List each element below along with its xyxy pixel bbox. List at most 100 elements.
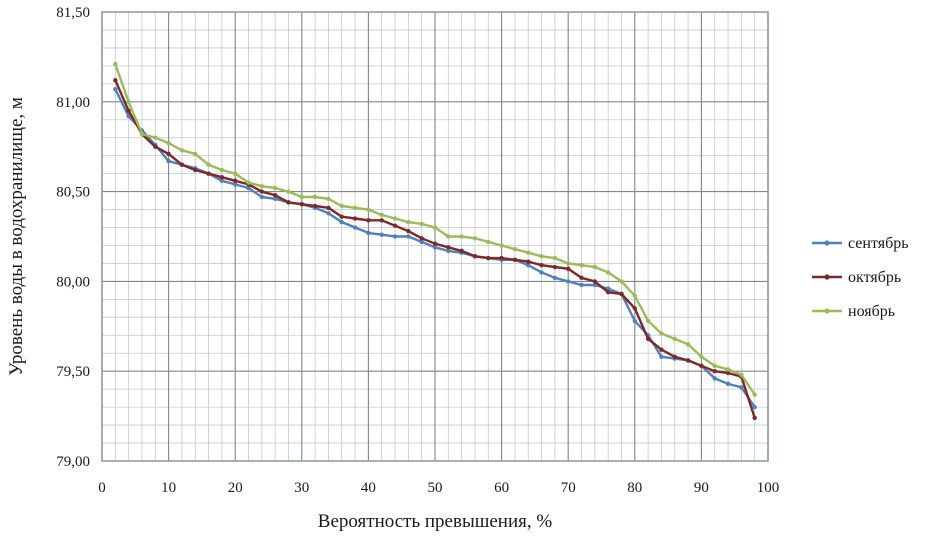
data-point <box>579 282 584 288</box>
data-point <box>605 270 611 275</box>
data-point <box>672 336 677 342</box>
data-point <box>419 236 424 241</box>
data-point <box>233 178 238 184</box>
data-point <box>752 415 757 421</box>
data-point <box>539 270 544 275</box>
data-point <box>539 254 544 259</box>
data-point <box>179 162 185 167</box>
data-point <box>685 342 691 347</box>
data-point <box>326 196 331 201</box>
data-point <box>272 185 278 191</box>
data-point <box>619 291 624 297</box>
x-tick-label: 40 <box>361 480 376 496</box>
data-point <box>246 185 251 191</box>
data-point <box>672 354 677 360</box>
x-axis: 0 10 20 30 40 50 60 70 80 90 100 <box>98 480 779 496</box>
data-point <box>552 264 558 270</box>
data-point <box>739 385 744 390</box>
y-tick-label: 79,50 <box>56 364 90 380</box>
data-point <box>286 200 291 205</box>
data-point <box>566 266 571 272</box>
legend-label: сентябрь <box>848 235 909 252</box>
x-tick-label: 80 <box>627 480 642 496</box>
x-tick-label: 90 <box>694 480 709 496</box>
data-point <box>312 203 318 209</box>
data-point <box>206 171 211 176</box>
data-point <box>352 205 358 210</box>
x-tick-label: 100 <box>757 480 780 496</box>
x-tick-label: 70 <box>561 480 576 496</box>
data-point <box>712 369 717 374</box>
data-point <box>392 234 398 239</box>
data-point <box>193 167 198 173</box>
legend-swatch-marker <box>824 240 830 246</box>
data-point <box>645 336 651 342</box>
data-point <box>153 144 158 149</box>
data-point <box>179 148 185 153</box>
data-point <box>113 61 118 67</box>
data-point <box>699 354 704 360</box>
data-point <box>419 221 424 227</box>
data-point <box>446 234 451 239</box>
data-point <box>219 178 225 184</box>
data-point <box>286 189 291 194</box>
y-tick-label: 80,00 <box>56 274 90 290</box>
plot-area-border <box>101 11 769 462</box>
data-point <box>166 158 171 164</box>
legend-item: ноябрь <box>812 303 895 320</box>
data-point <box>472 236 478 241</box>
data-point <box>526 259 531 264</box>
data-point <box>366 207 371 212</box>
data-point <box>539 263 544 268</box>
data-point <box>339 219 344 225</box>
data-point <box>299 201 304 207</box>
x-axis-title: Вероятность превышения, % <box>318 511 553 532</box>
data-point <box>113 78 118 83</box>
data-point <box>352 225 358 230</box>
data-point <box>219 175 225 180</box>
data-point <box>645 318 651 324</box>
data-point <box>579 263 584 268</box>
data-point <box>406 234 411 239</box>
data-point <box>272 192 278 198</box>
data-point <box>566 261 571 266</box>
legend-item: октябрь <box>812 269 901 286</box>
data-point <box>193 151 198 157</box>
data-point <box>312 194 318 200</box>
data-point <box>619 279 624 284</box>
data-point <box>605 289 611 295</box>
data-point <box>472 254 478 259</box>
legend-label: ноябрь <box>848 303 895 320</box>
data-point <box>526 250 531 255</box>
data-point <box>632 306 637 311</box>
data-point <box>592 279 598 284</box>
data-point <box>259 184 265 189</box>
data-point <box>153 135 158 140</box>
data-point <box>459 248 464 254</box>
y-tick-label: 79,00 <box>56 454 90 470</box>
data-point <box>326 210 331 216</box>
data-point <box>339 214 344 219</box>
data-point <box>659 331 664 336</box>
data-point <box>512 246 518 252</box>
data-point <box>526 263 531 268</box>
data-point <box>326 205 331 210</box>
data-point <box>552 275 558 281</box>
x-tick-label: 20 <box>228 480 243 496</box>
series-ноябрь <box>113 61 757 397</box>
data-point <box>486 255 491 261</box>
data-point <box>339 203 344 209</box>
data-point <box>659 354 664 360</box>
data-point <box>432 245 438 250</box>
data-point <box>499 243 504 248</box>
data-point <box>299 194 304 200</box>
legend-swatch-marker <box>824 274 830 280</box>
data-point <box>206 162 211 167</box>
data-point <box>432 241 438 246</box>
data-point <box>379 218 384 223</box>
x-tick-label: 10 <box>161 480 176 496</box>
data-point <box>566 279 571 284</box>
data-point <box>219 167 225 173</box>
data-point <box>379 212 384 218</box>
